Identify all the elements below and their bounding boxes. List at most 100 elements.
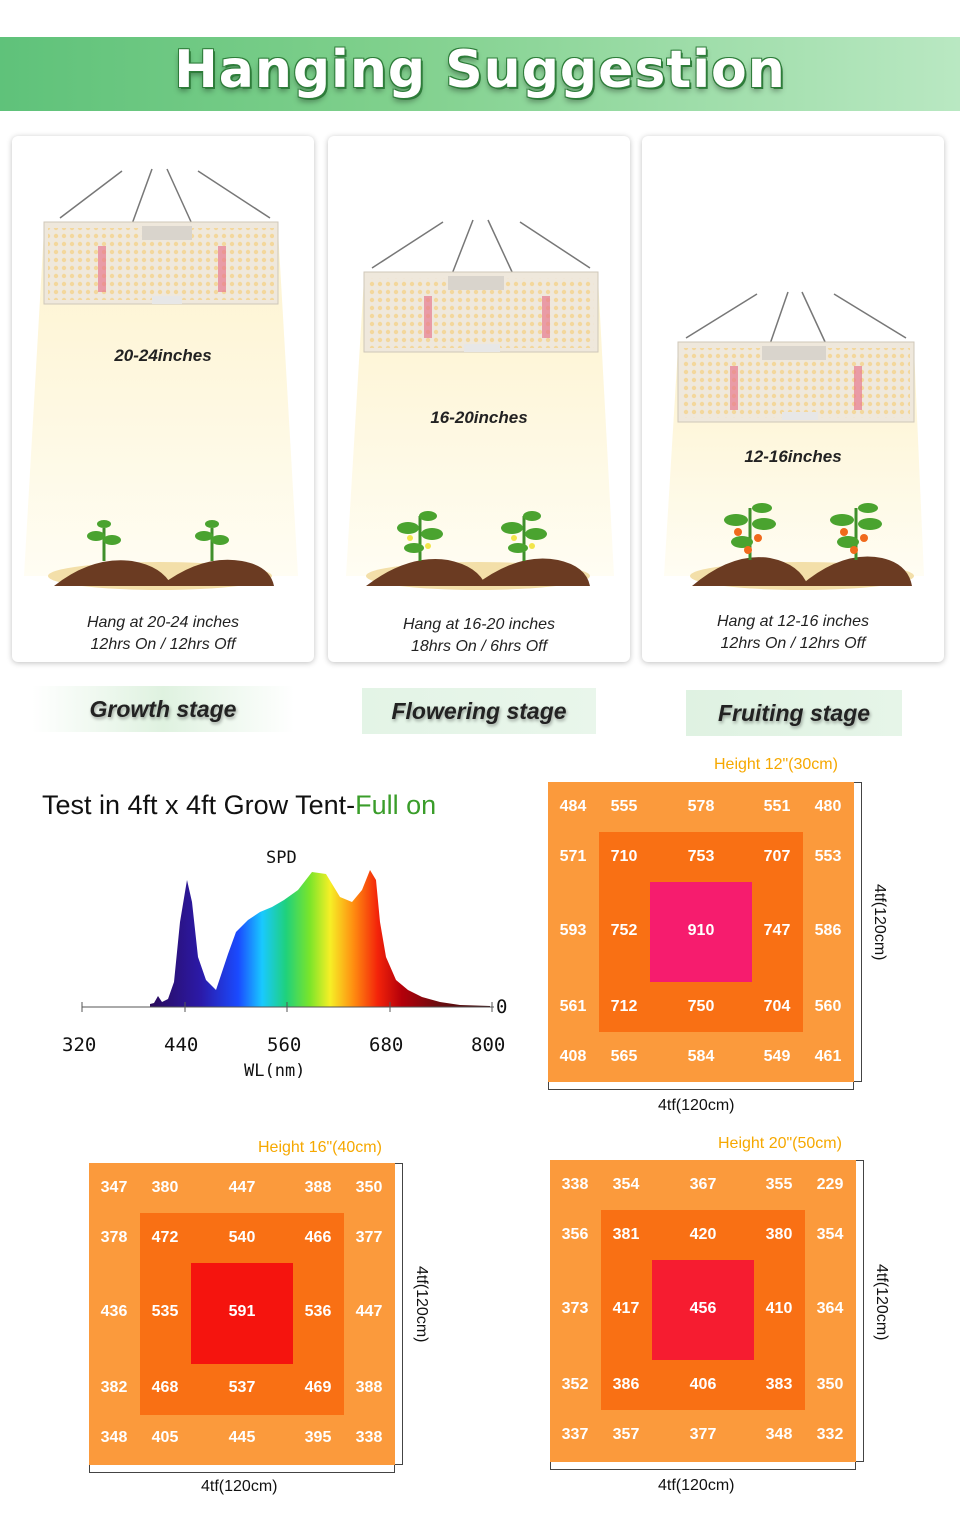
ppfd-value: 338	[561, 1176, 589, 1193]
width-label: 4tf(120cm)	[658, 1477, 735, 1494]
ppfd-value: 388	[304, 1179, 332, 1196]
ppfd-value: 229	[816, 1176, 844, 1193]
ppfd-value: 707	[763, 848, 791, 865]
ppfd-value: 555	[610, 798, 638, 815]
ppfd-value: 350	[355, 1179, 383, 1196]
ppfd-value: 461	[814, 1048, 842, 1065]
ppfd-value: 348	[100, 1429, 128, 1446]
spd-curve	[150, 870, 490, 1007]
width-bracket	[548, 1082, 854, 1090]
ppfd-value: 378	[100, 1229, 128, 1246]
height-label: Height 20"(50cm)	[718, 1135, 842, 1152]
ppfd-value: 447	[355, 1303, 383, 1320]
ppfd-value: 910	[687, 922, 715, 939]
ppfd-value: 354	[816, 1226, 844, 1243]
spd-title: SPD	[266, 848, 297, 868]
ppfd-value: 382	[100, 1379, 128, 1396]
stage-label-growth: Growth stage	[32, 686, 294, 732]
spd-x-tick: 800	[471, 1034, 506, 1056]
ppfd-value: 380	[151, 1179, 179, 1196]
spd-y-tick: 0	[496, 996, 508, 1018]
ppfd-value: 472	[151, 1229, 179, 1246]
spd-x-label: WL(nm)	[244, 1061, 306, 1081]
hang-instruction: Hang at 12-16 inches 12hrs On / 12hrs Of…	[642, 611, 944, 655]
ppfd-value: 436	[100, 1303, 128, 1320]
ppfd-value: 338	[355, 1429, 383, 1446]
ppfd-grid-16in: 347 380 447 388 350 378 472 540 466 377 436 535 591 5…	[89, 1163, 395, 1465]
ppfd-value: 383	[765, 1376, 793, 1393]
height-label: Height 12"(30cm)	[714, 756, 838, 773]
hang-instruction: Hang at 16-20 inches 18hrs On / 6hrs Off	[328, 614, 630, 658]
ppfd-value: 536	[304, 1303, 332, 1320]
spd-chart	[81, 870, 494, 1012]
ppfd-value: 710	[610, 848, 638, 865]
test-heading-highlight: Full on	[355, 790, 437, 820]
spd-x-tick: 320	[62, 1034, 97, 1056]
width-label: 4tf(120cm)	[658, 1097, 735, 1114]
ppfd-value: 347	[100, 1179, 128, 1196]
hang-height: Hang at 12-16 inches	[716, 613, 870, 630]
width-label: 4tf(120cm)	[201, 1478, 278, 1495]
ppfd-value: 551	[763, 798, 791, 815]
ppfd-value: 356	[561, 1226, 589, 1243]
stage-label-fruiting: Fruiting stage	[686, 690, 902, 736]
ppfd-value: 406	[689, 1376, 717, 1393]
ppfd-value: 456	[689, 1300, 717, 1317]
ppfd-value: 408	[559, 1048, 587, 1065]
ppfd-value: 364	[816, 1300, 844, 1317]
ppfd-value: 578	[687, 798, 715, 815]
ppfd-core-zone	[191, 1263, 293, 1364]
page-title: Hanging Suggestion	[174, 40, 786, 100]
ppfd-core-zone	[650, 882, 752, 982]
ppfd-value: 420	[689, 1226, 717, 1243]
growth-illustration	[24, 168, 298, 590]
depth-bracket	[854, 782, 862, 1082]
ppfd-value: 704	[763, 998, 791, 1015]
flowering-illustration	[346, 219, 614, 590]
ppfd-value: 712	[610, 998, 638, 1015]
depth-bracket	[856, 1160, 864, 1462]
ppfd-value: 466	[304, 1229, 332, 1246]
ppfd-value: 367	[689, 1176, 717, 1193]
ppfd-grid-20in: 338 354 367 355 229 356 381 420 380 354 373 417 456 4…	[550, 1160, 856, 1462]
ppfd-value: 447	[228, 1179, 256, 1196]
ppfd-value: 355	[765, 1176, 793, 1193]
depth-bracket	[395, 1163, 403, 1465]
ppfd-value: 337	[561, 1426, 589, 1443]
ppfd-value: 571	[559, 848, 587, 865]
hang-height: Hang at 16-20 inches	[402, 616, 556, 633]
hang-distance: 16-20inches	[430, 408, 528, 427]
ppfd-value: 747	[763, 922, 791, 939]
ppfd-value: 377	[689, 1426, 717, 1443]
depth-label: 4tf(120cm)	[873, 1264, 890, 1341]
spd-x-tick: 440	[164, 1034, 199, 1056]
ppfd-value: 553	[814, 848, 842, 865]
hang-instruction: Hang at 20-24 inches 12hrs On / 12hrs Of…	[12, 612, 314, 656]
ppfd-core-zone	[652, 1260, 754, 1360]
ppfd-value: 480	[814, 798, 842, 815]
ppfd-value: 584	[687, 1048, 715, 1065]
stage-card-growth: 20-24inches Hang at 20-24 inches 12hrs O…	[12, 136, 314, 662]
height-label: Height 16"(40cm)	[258, 1139, 382, 1156]
ppfd-value: 469	[304, 1379, 332, 1396]
ppfd-value: 373	[561, 1300, 589, 1317]
ppfd-value: 549	[763, 1048, 791, 1065]
ppfd-value: 586	[814, 922, 842, 939]
hang-distance: 20-24inches	[114, 346, 212, 365]
ppfd-value: 352	[561, 1376, 589, 1393]
ppfd-value: 540	[228, 1229, 256, 1246]
ppfd-value: 565	[610, 1048, 638, 1065]
ppfd-value: 410	[765, 1300, 793, 1317]
ppfd-value: 405	[151, 1429, 179, 1446]
ppfd-value: 388	[355, 1379, 383, 1396]
spd-x-tick: 560	[267, 1034, 302, 1056]
test-heading-text: Test in 4ft x 4ft Grow Tent-	[42, 790, 356, 820]
ppfd-value: 395	[304, 1429, 332, 1446]
ppfd-value: 591	[228, 1303, 256, 1320]
stage-card-fruiting: 12-16inches Hang at 12-16 inches 12hrs O…	[642, 136, 944, 662]
ppfd-value: 348	[765, 1426, 793, 1443]
ppfd-value: 445	[228, 1429, 256, 1446]
test-heading: Test in 4ft x 4ft Grow Tent-Full on	[42, 790, 436, 821]
ppfd-value: 750	[687, 998, 715, 1015]
hang-distance: 12-16inches	[744, 447, 842, 466]
